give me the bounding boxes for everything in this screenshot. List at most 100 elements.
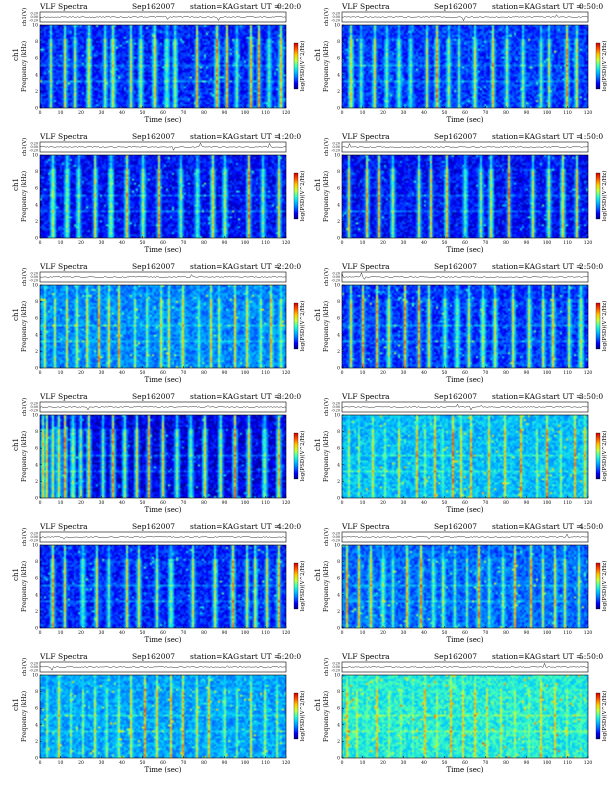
spectrogram-panel: VLF Spectra Sep162007 station=KAG start UT … — [310, 132, 608, 261]
time-tick-label: 0 — [341, 110, 344, 116]
panel-date: Sep162007 — [132, 2, 176, 11]
panel-title: VLF Spectra — [40, 132, 88, 141]
freq-tick-label: 4 — [337, 722, 340, 728]
channel-label: ch1 — [314, 178, 322, 191]
panel-plot: 0 10 20 30 40 50 60 70 80 90 100 110 120 0 2 4 6 8 10 0.200… — [314, 8, 608, 124]
time-tick-label: 120 — [282, 500, 291, 506]
wave-tick-label: 0.00 — [332, 535, 340, 539]
wave-tick-label: -0.20 — [331, 409, 340, 413]
freq-tick-label: 10 — [32, 153, 38, 159]
freq-tick-label: 10 — [334, 413, 340, 419]
wave-tick-label: 0.20 — [30, 662, 38, 666]
time-tick-label: 30 — [99, 760, 105, 766]
colorbar — [595, 692, 601, 740]
time-tick-label: 0 — [341, 370, 344, 376]
time-tick-label: 100 — [241, 110, 250, 116]
time-tick-label: 70 — [483, 760, 489, 766]
time-tick-label: 0 — [341, 240, 344, 246]
panel-title: VLF Spectra — [40, 522, 88, 531]
panel-plot: 0 10 20 30 40 50 60 70 80 90 100 110 120 0 2 4 6 8 10 0.200… — [12, 528, 306, 644]
wave-tick-label: -0.20 — [29, 149, 38, 153]
waveform-trace — [341, 14, 589, 22]
time-tick-label: 60 — [160, 760, 166, 766]
wave-tick-label: -0.20 — [29, 19, 38, 23]
freq-axis-label: Frequency (kHz) — [323, 171, 330, 222]
time-tick-label: 50 — [442, 240, 448, 246]
spectrogram-panel: VLF Spectra Sep162007 station=KAG start UT … — [310, 522, 608, 651]
time-tick-label: 60 — [462, 630, 468, 636]
panel-title: VLF Spectra — [342, 132, 390, 141]
time-tick-label: 20 — [78, 760, 84, 766]
time-tick-label: 30 — [401, 500, 407, 506]
panel-start-time: 0:50:0 — [579, 2, 604, 11]
time-tick-label: 120 — [584, 630, 593, 636]
panel-title: VLF Spectra — [342, 522, 390, 531]
freq-tick-label: 4 — [35, 462, 38, 468]
channel-label: ch1 — [12, 698, 20, 711]
channel-label: ch1 — [12, 178, 20, 191]
time-tick-label: 40 — [421, 630, 427, 636]
waveform-axis-label: ch1(V) — [323, 268, 330, 286]
time-tick-label: 80 — [201, 240, 207, 246]
waveform-axis-label: ch1(V) — [21, 8, 28, 26]
time-tick-label: 100 — [543, 630, 552, 636]
colorbar-label: log(PSD)(V^2/Hz) — [299, 171, 306, 222]
freq-tick-label: 2 — [35, 739, 38, 745]
wave-tick-label: 0.20 — [30, 532, 38, 536]
freq-tick-label: 10 — [32, 543, 38, 549]
panel-date: Sep162007 — [132, 132, 176, 141]
panel-plot: 0 10 20 30 40 50 60 70 80 90 100 110 120 0 2 4 6 8 10 0.200… — [314, 138, 608, 254]
time-tick-label: 70 — [181, 110, 187, 116]
wave-tick-label: 0.00 — [332, 15, 340, 19]
freq-tick-label: 8 — [35, 429, 38, 435]
time-tick-label: 60 — [160, 500, 166, 506]
x-axis-label: Time (sec) — [144, 116, 181, 124]
time-tick-label: 120 — [584, 760, 593, 766]
channel-label: ch1 — [314, 438, 322, 451]
time-tick-label: 10 — [360, 760, 366, 766]
time-tick-label: 0 — [39, 240, 42, 246]
time-tick-label: 50 — [140, 370, 146, 376]
time-tick-label: 70 — [483, 370, 489, 376]
x-axis-label: Time (sec) — [144, 766, 181, 774]
channel-label: ch1 — [12, 568, 20, 581]
colorbar — [293, 562, 299, 610]
panel-start-prefix: start UT = — [240, 522, 281, 531]
time-tick-label: 20 — [380, 370, 386, 376]
panel-plot: 0 10 20 30 40 50 60 70 80 90 100 110 120 0 2 4 6 8 10 0.200… — [12, 268, 306, 384]
time-tick-label: 40 — [421, 110, 427, 116]
time-tick-label: 10 — [58, 630, 64, 636]
time-tick-label: 30 — [99, 500, 105, 506]
waveform-axis-label: ch1(V) — [21, 268, 28, 286]
time-tick-label: 20 — [380, 500, 386, 506]
time-tick-label: 20 — [78, 110, 84, 116]
panel-plot: 0 10 20 30 40 50 60 70 80 90 100 110 120 0 2 4 6 8 10 0.200… — [314, 658, 608, 774]
x-axis-label: Time (sec) — [446, 116, 483, 124]
time-tick-label: 20 — [380, 240, 386, 246]
time-tick-label: 90 — [524, 630, 530, 636]
waveform-trace — [341, 533, 589, 540]
freq-tick-label: 2 — [337, 219, 340, 225]
time-tick-label: 50 — [442, 500, 448, 506]
time-tick-label: 90 — [524, 370, 530, 376]
freq-tick-label: 8 — [337, 559, 340, 565]
panel-station: station=KAG — [492, 522, 542, 531]
freq-tick-label: 10 — [32, 673, 38, 679]
panel-title: VLF Spectra — [40, 392, 88, 401]
time-tick-label: 10 — [58, 240, 64, 246]
wave-tick-label: 0.20 — [332, 272, 340, 276]
time-tick-label: 60 — [462, 110, 468, 116]
wave-tick-label: 0.00 — [30, 15, 38, 19]
freq-tick-label: 8 — [35, 299, 38, 305]
time-tick-label: 50 — [140, 760, 146, 766]
time-tick-label: 0 — [39, 110, 42, 116]
freq-tick-label: 4 — [337, 72, 340, 78]
waveform-axis-label: ch1(V) — [21, 658, 28, 676]
x-axis-label: Time (sec) — [446, 506, 483, 514]
wave-tick-label: 0.00 — [332, 275, 340, 279]
freq-tick-label: 0 — [337, 496, 340, 502]
waveform-axes — [341, 401, 589, 413]
time-tick-label: 10 — [58, 760, 64, 766]
time-tick-label: 70 — [483, 500, 489, 506]
freq-tick-label: 2 — [35, 479, 38, 485]
